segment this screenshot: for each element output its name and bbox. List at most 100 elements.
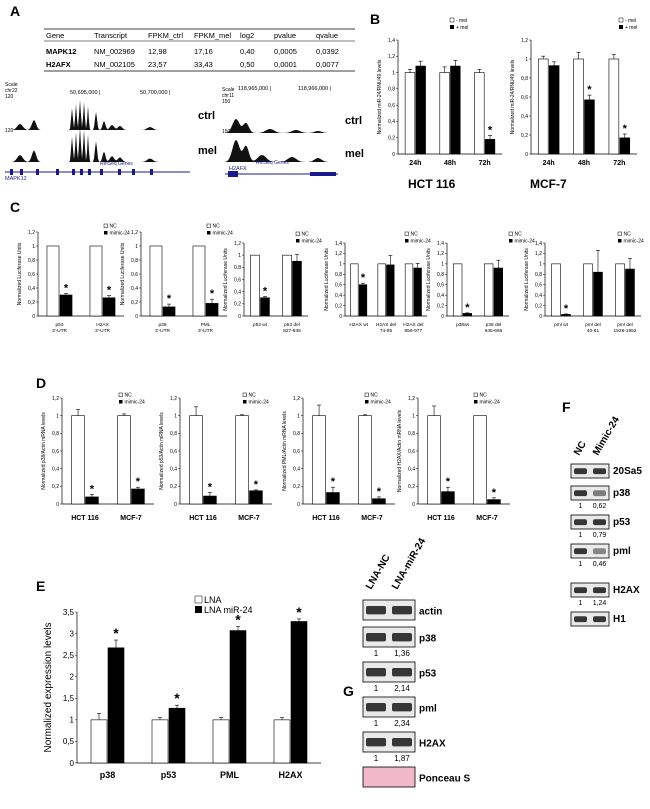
table-header-cell: FPKM_ctrl [148,31,183,40]
track-coord1-left: 50,695,000 | [70,90,100,96]
category-label: H2AX del 956-977 [403,322,423,334]
blot-quant-value: 1 [579,503,583,510]
bar-treated [372,498,386,505]
table-header-cell: qvalue [316,31,338,40]
refseq-label-right: RefSeq Genes [256,160,289,166]
blot-quant-value: 1,24 [593,600,607,607]
y-tick-label: 0,8 [335,272,342,278]
track-label-mel-left: mel [198,145,217,157]
blot-band [593,587,606,594]
blot-row-label: p38 [613,488,631,499]
y-tick-label: 1,2 [437,251,444,257]
y-tick-label: 0,2 [28,300,35,306]
y-tick-label: 0,2 [293,484,300,490]
blot-column-header: NC [572,439,589,457]
panel-letter-b: B [370,11,380,27]
category-label: p38wt [456,322,469,328]
y-tick-label: 0,4 [28,286,35,292]
legend-label-treated: mimic-24 [249,400,269,406]
chart-d1: 0 0,2 0,4 0,6 0,8 1 1,2 Normalized p38/Actin mR… [41,393,154,522]
significance-star: * [564,303,569,315]
blot-row-label: p38 [419,633,437,644]
y-axis-label: Normalized H2AX/Actin mRNA levels [397,409,403,492]
blot-band [593,490,606,497]
y-tick-label: 0,8 [408,431,415,437]
y-tick-label: 1 [339,262,342,268]
significance-star: * [296,604,302,620]
blot-quant-value: 2,14 [394,684,410,693]
bar-treated [260,297,270,317]
bar-control [189,415,203,505]
y-tick-label: 0,6 [293,449,300,455]
bar-treated [131,488,145,505]
bar-treated [203,495,217,505]
blot-band [574,490,587,497]
bar-control [537,58,549,155]
y-tick-label: 0,8 [234,265,241,271]
bar-control [474,72,485,155]
track-ymax-right-2: 150 [222,129,231,135]
bar-control [71,415,85,505]
y-axis-label: Normalized Luciferase Units [223,248,229,311]
legend-label-treated: LNA miR-24 [204,605,253,615]
y-tick-label: 1 [297,413,300,419]
blot-band [574,587,587,594]
y-tick-label: 0,6 [388,103,395,109]
table-cell: 0,0392 [316,47,339,56]
significance-star: * [174,690,180,706]
table-header-cell: pvalue [274,31,296,40]
bar-treated [619,137,631,155]
chart-e1: 0 0,5 1 1,5 2 2,5 3 3,5 Normalized expression le… [43,595,321,780]
blot-strip [570,485,610,501]
bar-control [250,254,260,317]
significance-star: * [113,625,119,641]
y-tick-label: 2 [70,673,75,682]
category-label: pml del 1928-1952 [614,322,637,334]
significance-star: * [465,302,470,314]
y-tick-label: 0 [392,152,395,158]
y-tick-label: 0,6 [437,282,444,288]
legend-swatch-treated [207,231,211,235]
chart-b1: 0 0,2 0,4 0,6 0,8 1 1,2 1,4 Normalized miR-24/RN… [377,38,502,167]
blot-column-header: LNA-NC [364,553,393,592]
bar-control [212,719,230,764]
y-tick-label: 0,6 [408,449,415,455]
blot-strip [362,661,416,683]
y-tick-label: 0 [56,502,59,508]
bar-treated [386,264,395,317]
y-axis-label: Normalized expression levels [43,622,54,752]
blot-row-label: H1 [613,614,626,625]
y-tick-label: 1 [412,413,415,419]
table-header-cell: Gene [46,31,64,40]
y-tick-label: 0,2 [52,484,59,490]
legend-label-treated: mimic-24 [302,239,322,245]
blot-row-label: 20Sa5 [613,466,642,477]
blot-band [574,468,587,475]
bar-control [235,415,249,505]
blot-quant-value: 0,62 [593,503,607,510]
y-tick-label: 1 [525,57,528,63]
blot-band [593,519,606,526]
blot-quant-value: 1 [579,561,583,568]
legend-label-treated: mimic-24 [411,239,431,245]
y-tick-label: 0,2 [170,484,177,490]
track-chrom-right: chr11 [222,93,234,99]
y-tick-label: 0,6 [335,282,342,288]
category-label: p53 [161,770,177,780]
blot-row-label: Ponceau S [419,773,470,784]
y-tick-label: 1,5 [63,694,75,703]
bar-treated [102,297,116,317]
y-tick-label: 0,8 [437,272,444,278]
y-tick-label: 0,6 [521,95,528,101]
y-tick-label: 0 [525,152,528,158]
blot-band [574,616,587,623]
blot-band [392,703,412,712]
blot-band [574,519,587,526]
legend-label-treated: mimic-24 [371,400,391,406]
y-tick-label: 0 [174,502,177,508]
blot-strip [570,463,610,479]
y-tick-label: 0 [135,314,138,320]
y-axis-label: Normalized Luciferase Units [120,242,126,305]
legend-b1-minus: - mel [456,18,467,24]
